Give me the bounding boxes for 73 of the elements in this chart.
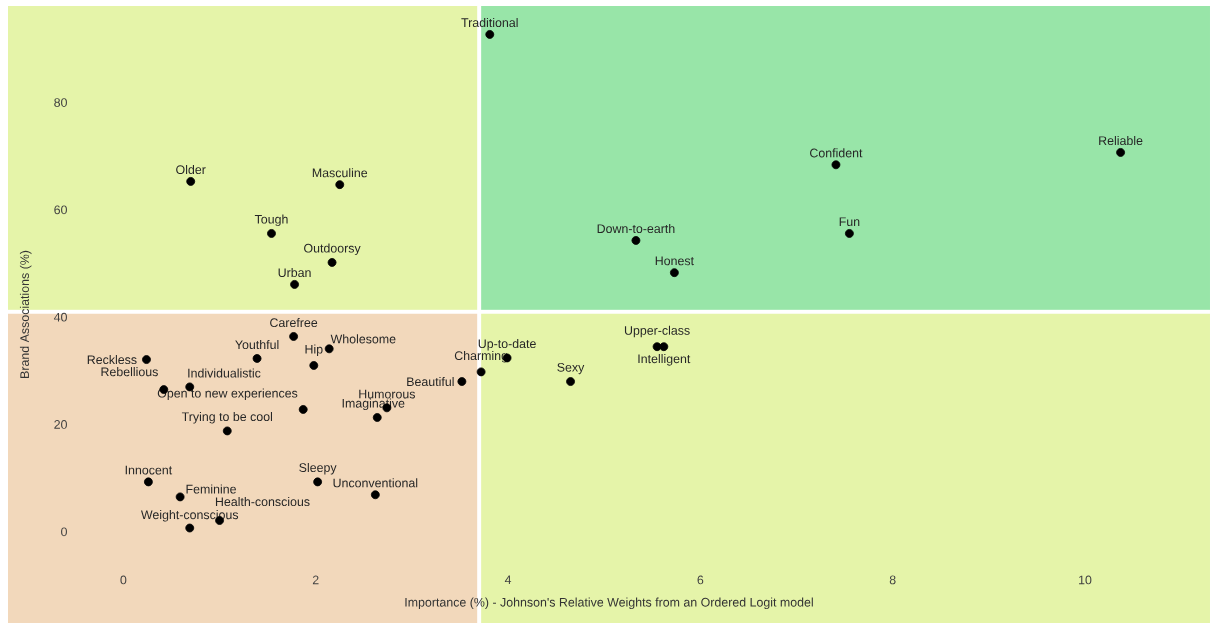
x-tick-label: 0 [120,575,127,585]
annotation: Innocent [125,465,173,475]
point [1116,148,1125,157]
annotation: Older [176,164,206,175]
point [144,477,153,487]
point [313,477,323,487]
x-axis-title: Importance (%) - Johnson's Relative Weights from an Ordered Logit model [405,597,813,610]
annotation: Feminine [186,484,236,494]
point [335,180,345,190]
y-tick-label: 80 [54,98,67,107]
point [267,229,276,238]
annotation: Sleepy [299,462,337,475]
point [457,377,467,386]
point [185,523,195,533]
annotation: Rebellious [101,367,158,377]
point [370,490,380,500]
annotation: Traditional [461,17,518,28]
point [485,30,495,39]
point [309,361,319,370]
annotation: Trying to be cool [181,411,272,424]
x-tick-label: 4 [504,575,512,585]
point [142,355,151,364]
annotation: Honest [655,256,694,266]
annotation: Reliable [1099,135,1143,146]
point [831,160,841,170]
x-tick-label: 10 [1079,575,1092,585]
annotation: Outdoorsy [304,243,361,256]
point [252,354,262,363]
x-tick-label: 6 [697,575,704,585]
annotation: Individualistic [188,368,261,378]
annotation: Beautiful [407,377,454,387]
annotation: Reckless [87,355,137,365]
annotation: Unconventional [333,478,418,488]
annotation: Masculine [312,168,368,178]
annotation: Upper-class [624,325,690,338]
y-axis-title: Brand Associations (%) [19,250,32,378]
point [298,405,308,414]
y-tick-label: 60 [54,205,67,215]
annotation: Up-to-date [478,339,536,351]
point [186,177,196,186]
point [659,342,669,352]
point [631,236,641,245]
x-tick-label: 8 [889,575,896,585]
y-tick-label: 0 [61,527,67,537]
annotation: Humorous [359,389,416,399]
annotation: Weight-conscious [140,510,239,522]
annotation: Urban [278,267,311,278]
annotation: Health-conscious [215,497,310,507]
annotation: Confident [810,148,863,158]
point [566,377,575,386]
annotation: Imaginative [342,398,405,411]
point [327,258,337,267]
point [175,492,185,502]
annotation: Tough [254,214,288,227]
annotation: Sexy [557,362,585,375]
point [372,413,382,422]
point [476,367,486,377]
annotation: Youthful [235,339,279,350]
annotation: Wholesome [330,334,396,344]
x-tick-label: 2 [312,575,319,585]
annotation: Carefree [270,317,318,328]
annotation: Down-to-earth [597,223,675,234]
point [290,280,299,289]
point [324,344,334,354]
y-tick-label: 40 [53,312,67,322]
annotation: Hip [305,344,323,357]
point [845,229,854,238]
point [222,426,232,436]
annotation: Intelligent [638,354,691,366]
annotation: Fun [839,217,860,227]
y-tick-label: 20 [54,420,67,429]
point [289,332,298,341]
point [669,268,679,278]
